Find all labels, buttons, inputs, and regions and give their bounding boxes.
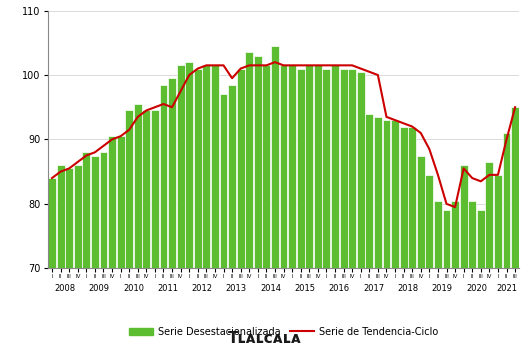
Bar <box>331 65 339 353</box>
Legend: Serie Desestacionalizada, Serie de Tendencia-Ciclo: Serie Desestacionalizada, Serie de Tende… <box>125 323 443 341</box>
Bar <box>460 165 467 353</box>
Bar <box>417 156 425 353</box>
Bar <box>511 107 519 353</box>
Bar <box>348 68 356 353</box>
Bar <box>357 72 365 353</box>
Bar <box>451 201 459 353</box>
Bar <box>469 201 476 353</box>
Bar <box>211 65 219 353</box>
Bar <box>314 65 322 353</box>
Bar <box>485 162 493 353</box>
Bar <box>271 46 279 353</box>
Bar <box>100 152 108 353</box>
Bar <box>426 175 434 353</box>
Bar <box>237 68 245 353</box>
Bar <box>228 85 236 353</box>
Bar <box>186 62 193 353</box>
Bar <box>143 110 151 353</box>
Bar <box>254 56 262 353</box>
Bar <box>400 126 408 353</box>
Bar <box>280 65 287 353</box>
Bar <box>151 110 159 353</box>
Bar <box>48 178 56 353</box>
Bar <box>202 65 210 353</box>
Bar <box>288 65 296 353</box>
Bar <box>91 156 99 353</box>
Bar <box>74 165 82 353</box>
Text: Tʟᴀʟᴄᴀʟᴀ: Tʟᴀʟᴄᴀʟᴀ <box>228 331 302 346</box>
Bar <box>297 68 305 353</box>
Bar <box>340 68 348 353</box>
Bar <box>168 78 176 353</box>
Bar <box>502 133 510 353</box>
Bar <box>117 136 125 353</box>
Bar <box>176 65 184 353</box>
Bar <box>262 65 270 353</box>
Bar <box>305 65 313 353</box>
Bar <box>494 175 502 353</box>
Bar <box>443 210 450 353</box>
Bar <box>408 126 416 353</box>
Bar <box>477 210 485 353</box>
Bar <box>219 94 227 353</box>
Bar <box>434 201 442 353</box>
Bar <box>245 53 253 353</box>
Bar <box>82 152 90 353</box>
Bar <box>374 117 382 353</box>
Bar <box>108 136 116 353</box>
Bar <box>125 110 133 353</box>
Bar <box>57 165 65 353</box>
Bar <box>65 168 73 353</box>
Bar <box>194 68 202 353</box>
Bar <box>134 104 142 353</box>
Bar <box>160 85 167 353</box>
Bar <box>365 114 373 353</box>
Bar <box>383 120 391 353</box>
Bar <box>322 68 330 353</box>
Bar <box>391 120 399 353</box>
